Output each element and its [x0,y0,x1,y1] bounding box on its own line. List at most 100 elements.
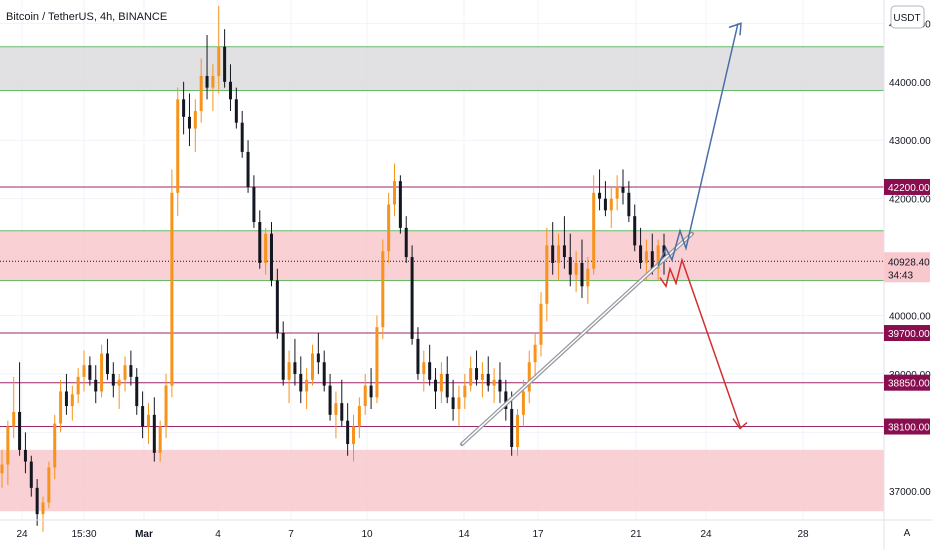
candle-body [205,75,209,88]
candle-body [475,368,479,380]
candle-body [6,426,10,465]
candle-body [322,362,326,386]
candle-body [176,99,180,193]
candle [228,64,232,112]
candle [199,58,203,123]
candle [240,111,244,158]
candle [533,333,537,380]
price-tag-bg [884,178,930,195]
candle [100,344,104,398]
candle-body [35,487,39,515]
candle [416,327,420,380]
candle [88,356,92,386]
candle [615,175,619,211]
candle [170,169,174,398]
candle-body [223,46,227,82]
candle [264,227,268,275]
currency-badge[interactable] [890,5,925,29]
candle [269,222,273,287]
candle-body [29,461,33,488]
candle-body [76,376,80,395]
candle [621,169,625,205]
trendline-inner [461,233,693,445]
candle-body [70,394,74,407]
candle-body [422,362,426,374]
candle-body [557,245,561,263]
candle-body [352,426,356,445]
candle-body [469,368,473,386]
candle [310,344,314,386]
auto-scale-button[interactable]: A [904,528,911,539]
candle [59,379,63,433]
price-tag-label: 38100.00 [888,423,930,434]
x-tick-label: 15:30 [71,529,96,540]
candle-body [252,186,256,223]
candle [18,362,22,456]
candle-body [504,391,508,409]
candle [141,391,145,439]
candle-body [533,344,537,363]
candle-body [510,408,514,447]
candle [639,227,643,269]
candle-body [357,406,361,427]
candle-body [568,257,572,275]
candle [398,175,402,234]
candle [568,233,572,287]
candle-body [275,280,279,334]
candle-body [498,379,502,392]
candle-body [340,403,344,421]
candle [457,385,461,427]
candle-body [12,411,16,427]
projection-up [657,23,739,267]
candle [12,376,16,439]
candle-body [152,414,156,453]
candle-body [609,198,613,211]
candle-body [539,303,543,345]
candle-body [492,379,496,386]
candle [41,496,45,532]
candle [545,227,549,322]
candle [551,222,555,275]
candle-body [258,222,262,263]
candle-body [146,414,150,427]
candle [603,181,607,217]
candle [223,29,227,88]
candle [363,373,367,415]
candle [252,175,256,228]
candle-body [264,233,268,263]
candle-body [381,251,385,328]
candle-body [316,353,320,363]
candle [504,379,508,421]
price-tag-label: 38850.00 [888,379,930,390]
candle-body [158,426,162,453]
candle-body [369,385,373,398]
candle-body [287,362,291,380]
candle [182,81,186,135]
candle [35,479,39,526]
candle [152,397,156,462]
candle [469,356,473,392]
candle [293,338,297,386]
last-price-tag-bg [884,252,930,283]
candle-body [621,186,625,193]
price-zone [0,230,884,281]
candle-body [129,365,133,377]
candle-body [398,181,402,228]
candle-body [228,81,232,100]
candle-body [187,116,191,129]
candle [428,344,432,386]
candle-body [64,391,68,407]
candle-body [346,420,350,445]
candle [158,420,162,462]
candle [246,140,250,193]
candle-body [310,353,314,380]
candle [211,64,215,112]
candle [357,397,361,439]
candle-body [53,423,57,468]
candle [94,365,98,404]
candle [29,455,33,497]
candle-body [574,262,578,275]
price-tag-bg [884,418,930,435]
x-tick-label: 17 [532,529,544,540]
